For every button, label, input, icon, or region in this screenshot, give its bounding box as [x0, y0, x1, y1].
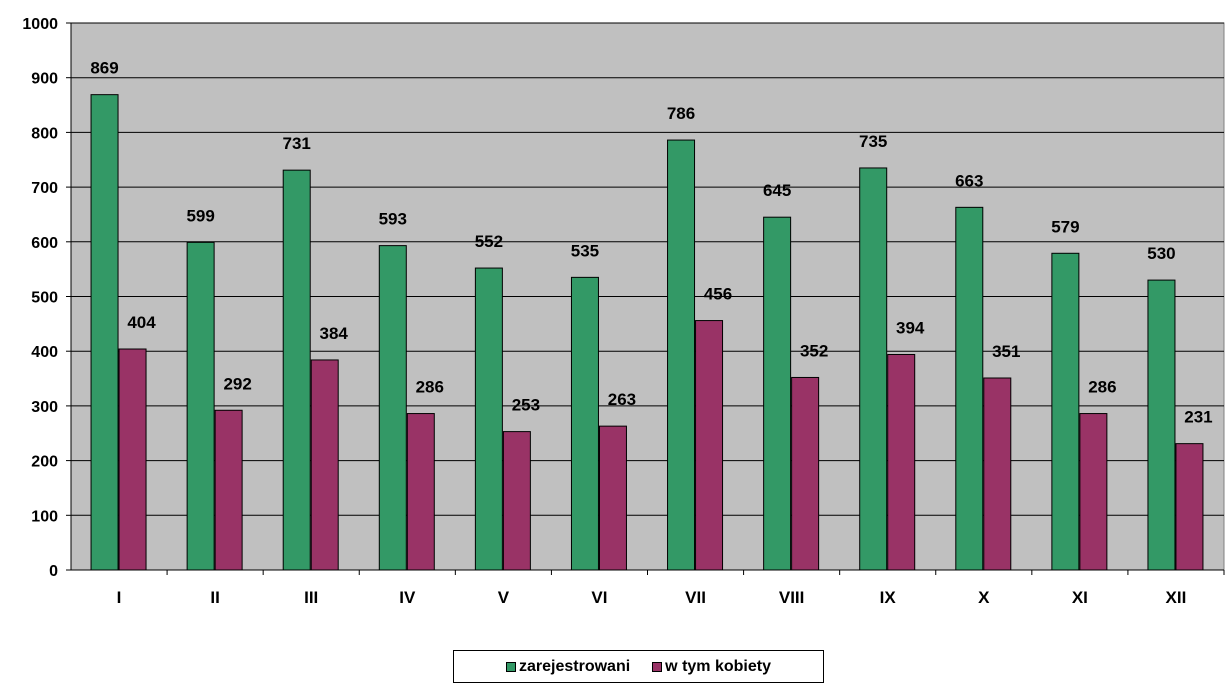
bar-series-1	[763, 216, 792, 571]
x-tick-label: IV	[399, 588, 416, 607]
plot-area: 0 100 200 300 400 500 600 700 800 900 1000 I 869 404 I…	[22, 16, 1225, 607]
legend-label-series-2: w tym kobiety	[665, 657, 771, 675]
data-label-series-1: 645	[763, 181, 791, 200]
bar-series-2	[887, 353, 916, 571]
bar-series-2	[118, 348, 147, 571]
bar-series-1	[570, 276, 599, 571]
bar-series-2	[310, 359, 339, 571]
x-tick-label: VIII	[779, 588, 805, 607]
data-label-series-2: 456	[704, 285, 732, 304]
bar-series-1	[474, 267, 503, 571]
data-label-series-1: 599	[186, 206, 214, 225]
bar-series-1	[1051, 252, 1080, 571]
y-tick-label: 900	[31, 71, 58, 88]
x-tick-label: XII	[1166, 588, 1187, 607]
bar-series-2	[1175, 443, 1204, 571]
bar-series-1	[1147, 279, 1176, 571]
x-tick-label: II	[210, 588, 219, 607]
x-tick-label: IX	[880, 588, 897, 607]
y-tick-label: 0	[49, 563, 58, 580]
bar-series-1	[282, 169, 311, 571]
data-label-series-1: 731	[283, 134, 311, 153]
legend-swatch-series-1	[506, 661, 517, 672]
bar-series-1	[90, 94, 119, 571]
y-tick-label: 500	[31, 290, 58, 307]
data-label-series-2: 352	[800, 341, 828, 360]
x-tick-label: V	[498, 588, 510, 607]
y-tick-label: 200	[31, 454, 58, 471]
data-label-series-1: 735	[859, 132, 887, 151]
x-tick-label: III	[304, 588, 318, 607]
data-label-series-1: 552	[475, 232, 503, 251]
legend-swatch-series-2	[652, 661, 663, 672]
data-label-series-2: 351	[992, 342, 1020, 361]
data-label-series-1: 786	[667, 104, 695, 123]
x-tick-label: VII	[685, 588, 706, 607]
data-label-series-1: 869	[90, 59, 118, 78]
bar-series-2	[502, 431, 531, 571]
data-label-series-2: 384	[320, 324, 349, 343]
data-label-series-1: 663	[955, 171, 983, 190]
x-tick-label: I	[117, 588, 122, 607]
x-tick-label: VI	[591, 588, 607, 607]
legend-label-series-1: zarejestrowani	[519, 657, 631, 675]
data-label-series-2: 286	[416, 378, 444, 397]
legend-item-series-1: zarejestrowani	[506, 658, 630, 676]
data-label-series-1: 593	[379, 210, 407, 229]
legend-item-series-2: w tym kobiety	[652, 658, 771, 676]
bar-series-2	[983, 377, 1012, 571]
bar-series-2	[406, 413, 435, 571]
legend: zarejestrowani w tym kobiety	[453, 650, 824, 683]
data-label-series-2: 263	[608, 390, 636, 409]
data-label-series-2: 286	[1088, 378, 1116, 397]
data-label-series-2: 394	[896, 318, 925, 337]
bar-series-2	[598, 425, 627, 571]
y-tick-label: 800	[31, 125, 58, 142]
bar-series-1	[859, 167, 888, 571]
bar-series-2	[1079, 413, 1108, 571]
y-tick-label: 300	[31, 399, 58, 416]
bar-series-1	[378, 245, 407, 571]
bar-series-1	[955, 206, 984, 571]
data-label-series-2: 253	[512, 396, 540, 415]
bar-series-1	[186, 241, 215, 571]
data-label-series-1: 579	[1051, 217, 1079, 236]
data-label-series-1: 530	[1147, 244, 1175, 263]
y-tick-label: 600	[31, 235, 58, 252]
x-tick-label: XI	[1072, 588, 1088, 607]
x-tick-label: X	[978, 588, 990, 607]
bar-series-2	[695, 320, 724, 571]
y-tick-label: 700	[31, 180, 58, 197]
bar-series-1	[667, 139, 696, 571]
data-label-series-2: 231	[1184, 408, 1212, 427]
bar-series-2	[214, 409, 243, 571]
data-label-series-2: 292	[223, 374, 251, 393]
y-tick-label: 100	[31, 508, 58, 525]
y-tick-label: 1000	[22, 16, 58, 33]
y-tick-label: 400	[31, 344, 58, 361]
data-label-series-2: 404	[127, 313, 156, 332]
bar-series-2	[791, 376, 820, 571]
data-label-series-1: 535	[571, 241, 599, 260]
